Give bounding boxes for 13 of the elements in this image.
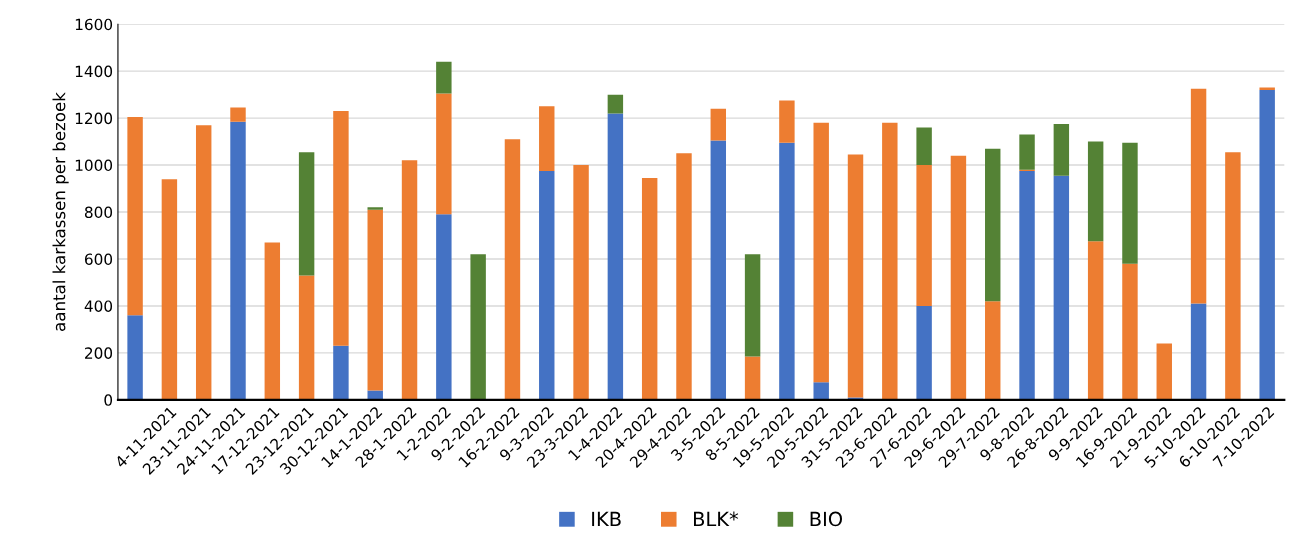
legend-label: BIO — [810, 511, 843, 527]
y-tick-label: 1200 — [75, 112, 113, 125]
y-tick-label: 400 — [84, 300, 113, 312]
legend-label: BLK* — [694, 511, 739, 527]
y-tick-label: 1600 — [75, 18, 113, 31]
y-tick-label: 0 — [104, 394, 113, 406]
y-tick-label: 800 — [84, 206, 113, 219]
y-tick-label: 1400 — [75, 65, 113, 78]
y-tick-label: 200 — [85, 347, 113, 359]
y-tick-label: 600 — [84, 253, 113, 265]
legend-label: IKB — [592, 511, 621, 527]
y-tick-label: 1000 — [75, 159, 113, 172]
y-axis-title: aantal karkassen per bezoek — [52, 92, 69, 331]
